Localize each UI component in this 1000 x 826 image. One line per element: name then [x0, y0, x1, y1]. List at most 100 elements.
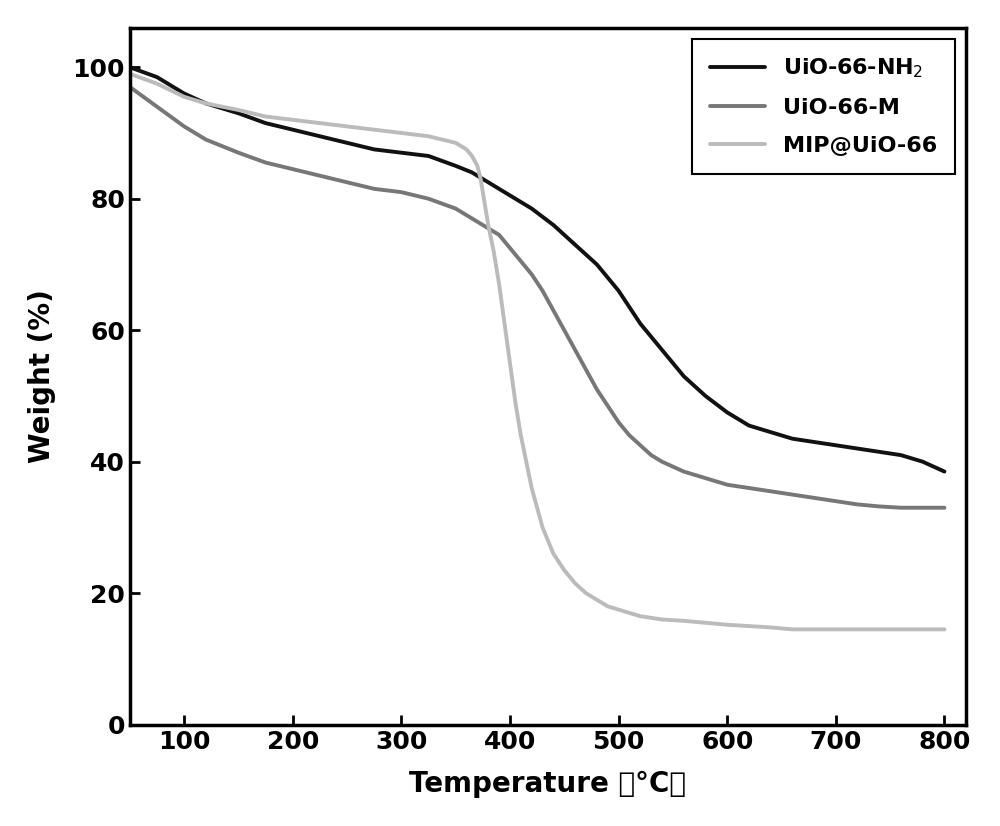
UiO-66-M	[873, 501, 885, 511]
MIP@UiO-66	[151, 78, 163, 88]
MIP@UiO-66	[569, 578, 581, 588]
UiO-66-NH$_2$	[765, 427, 777, 437]
UiO-66-NH$_2$	[124, 62, 136, 72]
UiO-66-M	[917, 503, 929, 513]
UiO-66-M	[786, 490, 798, 500]
MIP@UiO-66	[537, 523, 549, 533]
MIP@UiO-66	[526, 483, 538, 493]
MIP@UiO-66	[852, 624, 864, 634]
MIP@UiO-66	[341, 121, 353, 131]
MIP@UiO-66	[504, 358, 516, 368]
UiO-66-M	[499, 236, 511, 246]
UiO-66-M	[461, 210, 473, 220]
UiO-66-M	[634, 440, 646, 450]
UiO-66-NH$_2$	[287, 125, 299, 135]
UiO-66-NH$_2$	[488, 181, 500, 191]
UiO-66-NH$_2$	[151, 72, 163, 82]
UiO-66-NH$_2$	[515, 197, 527, 207]
MIP@UiO-66	[478, 194, 490, 204]
MIP@UiO-66	[475, 174, 487, 184]
MIP@UiO-66	[368, 125, 380, 135]
UiO-66-NH$_2$	[477, 174, 489, 184]
UiO-66-NH$_2$	[634, 319, 646, 329]
UiO-66-M	[287, 164, 299, 174]
UiO-66-M	[200, 135, 212, 145]
MIP@UiO-66	[786, 624, 798, 634]
Legend: UiO-66-NH$_2$, UiO-66-M, MIP@UiO-66: UiO-66-NH$_2$, UiO-66-M, MIP@UiO-66	[692, 39, 955, 173]
MIP@UiO-66	[314, 118, 326, 128]
UiO-66-NH$_2$	[450, 161, 462, 171]
UiO-66-NH$_2$	[699, 391, 711, 401]
UiO-66-NH$_2$	[743, 420, 755, 430]
UiO-66-NH$_2$	[830, 440, 842, 450]
MIP@UiO-66	[547, 548, 559, 558]
UiO-66-M	[699, 473, 711, 483]
UiO-66-M	[504, 243, 516, 253]
MIP@UiO-66	[830, 624, 842, 634]
MIP@UiO-66	[178, 92, 190, 102]
UiO-66-M	[558, 325, 570, 335]
UiO-66-NH$_2$	[547, 220, 559, 230]
MIP@UiO-66	[471, 161, 483, 171]
UiO-66-M	[488, 226, 500, 236]
Y-axis label: Weight (%): Weight (%)	[28, 289, 56, 463]
MIP@UiO-66	[515, 430, 527, 440]
UiO-66-M	[493, 230, 505, 240]
MIP@UiO-66	[482, 220, 494, 230]
UiO-66-M	[656, 457, 668, 467]
Line: MIP@UiO-66: MIP@UiO-66	[130, 74, 944, 629]
UiO-66-NH$_2$	[678, 371, 690, 381]
UiO-66-M	[526, 269, 538, 279]
MIP@UiO-66	[699, 618, 711, 628]
MIP@UiO-66	[488, 246, 500, 256]
UiO-66-M	[569, 345, 581, 355]
UiO-66-M	[678, 467, 690, 477]
UiO-66-M	[368, 184, 380, 194]
UiO-66-NH$_2$	[613, 286, 625, 296]
UiO-66-NH$_2$	[499, 188, 511, 197]
UiO-66-NH$_2$	[423, 151, 435, 161]
MIP@UiO-66	[466, 151, 478, 161]
MIP@UiO-66	[938, 624, 950, 634]
UiO-66-M	[765, 487, 777, 496]
MIP@UiO-66	[558, 565, 570, 575]
UiO-66-NH$_2$	[591, 259, 603, 269]
UiO-66-M	[938, 503, 950, 513]
UiO-66-M	[537, 286, 549, 296]
UiO-66-NH$_2$	[721, 407, 733, 417]
UiO-66-M	[547, 306, 559, 316]
UiO-66-M	[423, 194, 435, 204]
UiO-66-M	[232, 148, 244, 158]
UiO-66-M	[645, 450, 657, 460]
UiO-66-M	[721, 480, 733, 490]
MIP@UiO-66	[602, 601, 614, 611]
UiO-66-NH$_2$	[938, 467, 950, 477]
UiO-66-M	[895, 503, 907, 513]
MIP@UiO-66	[461, 145, 473, 154]
MIP@UiO-66	[613, 605, 625, 615]
Line: UiO-66-M: UiO-66-M	[130, 87, 944, 508]
UiO-66-NH$_2$	[895, 450, 907, 460]
UiO-66-NH$_2$	[466, 168, 478, 178]
UiO-66-NH$_2$	[493, 184, 505, 194]
UiO-66-M	[450, 204, 462, 214]
MIP@UiO-66	[580, 588, 592, 598]
UiO-66-NH$_2$	[526, 204, 538, 214]
MIP@UiO-66	[808, 624, 820, 634]
UiO-66-NH$_2$	[368, 145, 380, 154]
UiO-66-M	[852, 500, 864, 510]
MIP@UiO-66	[634, 611, 646, 621]
UiO-66-M	[591, 384, 603, 394]
MIP@UiO-66	[678, 616, 690, 626]
UiO-66-M	[623, 430, 635, 440]
UiO-66-NH$_2$	[808, 437, 820, 447]
UiO-66-M	[580, 365, 592, 375]
UiO-66-NH$_2$	[917, 457, 929, 467]
UiO-66-NH$_2$	[852, 444, 864, 453]
MIP@UiO-66	[765, 623, 777, 633]
MIP@UiO-66	[124, 69, 136, 78]
UiO-66-M	[613, 417, 625, 427]
UiO-66-M	[477, 220, 489, 230]
UiO-66-NH$_2$	[656, 345, 668, 355]
MIP@UiO-66	[450, 138, 462, 148]
